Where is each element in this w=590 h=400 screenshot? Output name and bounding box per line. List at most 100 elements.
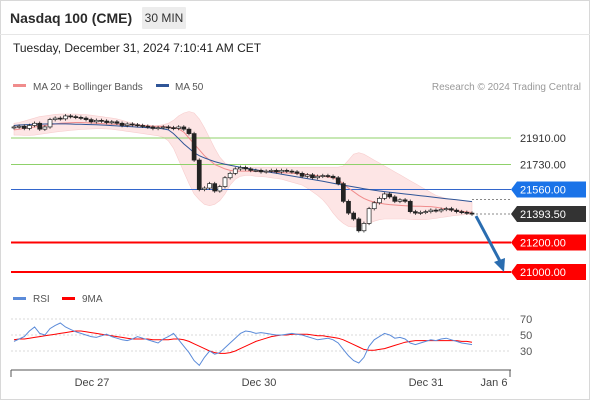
candle-body bbox=[78, 117, 84, 119]
candle-body bbox=[135, 124, 140, 127]
candle-body bbox=[340, 183, 346, 202]
candle-body bbox=[166, 126, 171, 129]
candle-body bbox=[299, 172, 305, 177]
candle-body bbox=[32, 122, 37, 126]
candle-body bbox=[320, 175, 326, 177]
candle-body bbox=[377, 198, 382, 204]
candle-body bbox=[181, 126, 187, 130]
candle-body bbox=[335, 177, 341, 184]
candle-body bbox=[47, 119, 53, 128]
candle-body bbox=[366, 208, 372, 224]
candle-body bbox=[160, 126, 166, 129]
candle-body bbox=[186, 128, 192, 134]
pivot-level-label: 21560.00 bbox=[520, 185, 566, 197]
candle-body bbox=[433, 209, 439, 212]
ma50-legend-label: MA 50 bbox=[175, 82, 204, 93]
candle-body bbox=[258, 170, 264, 173]
candle-body bbox=[150, 126, 156, 129]
candle-body bbox=[325, 175, 331, 177]
resistance-level-label: 21730.00 bbox=[520, 160, 566, 172]
candle-body bbox=[109, 121, 115, 124]
instrument-title: Nasdaq 100 (CME) bbox=[10, 10, 133, 26]
candle-body bbox=[248, 168, 254, 171]
rsi-tick-label: 30 bbox=[520, 346, 532, 358]
candle-body bbox=[52, 117, 58, 120]
candle-body bbox=[83, 117, 89, 120]
rsi-ma-legend-swatch bbox=[62, 297, 75, 300]
candle-body bbox=[124, 123, 130, 126]
candle-body bbox=[330, 175, 336, 179]
x-tick-label: Jan 6 bbox=[481, 377, 508, 389]
candle-body bbox=[63, 115, 68, 120]
candle-body bbox=[243, 167, 248, 170]
candle-body bbox=[371, 202, 377, 210]
forecast-arrow-head bbox=[494, 258, 505, 272]
candle-body bbox=[217, 186, 223, 192]
candle-body bbox=[196, 159, 202, 190]
ma50-legend-swatch bbox=[156, 84, 169, 87]
credit-text: Research © 2024 Trading Central bbox=[432, 82, 581, 93]
rsi-legend-label: RSI bbox=[33, 294, 50, 305]
resistance-level-label: 21910.00 bbox=[520, 133, 566, 145]
candle-body bbox=[361, 223, 367, 232]
candle-body bbox=[268, 170, 274, 172]
rsi-tick-label: 70 bbox=[520, 314, 532, 326]
candle-body bbox=[207, 183, 212, 189]
candle-body bbox=[413, 211, 418, 214]
candle-body bbox=[191, 133, 197, 161]
support-level-label: 21200.00 bbox=[520, 238, 566, 250]
x-tick-label: Dec 30 bbox=[242, 377, 277, 389]
report-datetime: Tuesday, December 31, 2024 7:10:41 AM CE… bbox=[13, 41, 262, 55]
candle-body bbox=[16, 125, 22, 128]
last_price-level-badge bbox=[511, 206, 586, 223]
candle-body bbox=[238, 167, 243, 170]
candle-body bbox=[114, 121, 120, 124]
candle-body bbox=[392, 196, 398, 202]
candle-body bbox=[284, 170, 290, 172]
ma20-legend-swatch bbox=[13, 84, 26, 87]
candle-body bbox=[130, 123, 135, 126]
candle-body bbox=[443, 208, 449, 211]
support-level-label: 21000.00 bbox=[520, 267, 566, 279]
rsi-line bbox=[13, 322, 473, 367]
ma20-legend-label: MA 20 + Bollinger Bands bbox=[33, 82, 143, 93]
last_price-level-label: 21393.50 bbox=[520, 209, 566, 221]
candle-body bbox=[407, 200, 413, 212]
candle-body bbox=[227, 172, 233, 179]
rsi-tick-label: 50 bbox=[520, 330, 532, 342]
rsi-legend-swatch bbox=[13, 297, 26, 300]
candle-body bbox=[423, 211, 429, 213]
candle-body bbox=[402, 199, 408, 202]
candle-body bbox=[222, 177, 228, 187]
candle-body bbox=[119, 122, 125, 126]
candle-body bbox=[176, 126, 182, 129]
timeframe-badge[interactable]: 30 MIN bbox=[142, 7, 186, 29]
candle-body bbox=[289, 170, 295, 173]
candle-body bbox=[397, 199, 403, 202]
candle-body bbox=[140, 125, 146, 127]
header-divider bbox=[0, 34, 590, 35]
x-tick-label: Dec 27 bbox=[75, 377, 110, 389]
candle-body bbox=[155, 127, 161, 130]
candle-body bbox=[459, 211, 465, 213]
candle-body bbox=[88, 119, 94, 123]
candle-body bbox=[356, 218, 362, 232]
candle-body bbox=[171, 127, 176, 130]
candle-body bbox=[418, 212, 423, 214]
candle-body bbox=[279, 170, 284, 173]
candle-body bbox=[27, 125, 32, 129]
candle-body bbox=[351, 212, 356, 220]
support-level-badge bbox=[511, 234, 586, 251]
forecast-arrow-shaft bbox=[474, 215, 503, 264]
support-level-badge bbox=[511, 264, 586, 280]
candle-body bbox=[263, 170, 269, 173]
candle-body bbox=[310, 174, 315, 179]
ma50-line bbox=[13, 123, 473, 203]
candle-body bbox=[42, 126, 48, 130]
candle-body bbox=[93, 119, 99, 123]
rsi-ma-line bbox=[13, 330, 473, 354]
candle-body bbox=[104, 120, 109, 123]
candle-body bbox=[212, 183, 218, 192]
candle-body bbox=[449, 208, 454, 211]
